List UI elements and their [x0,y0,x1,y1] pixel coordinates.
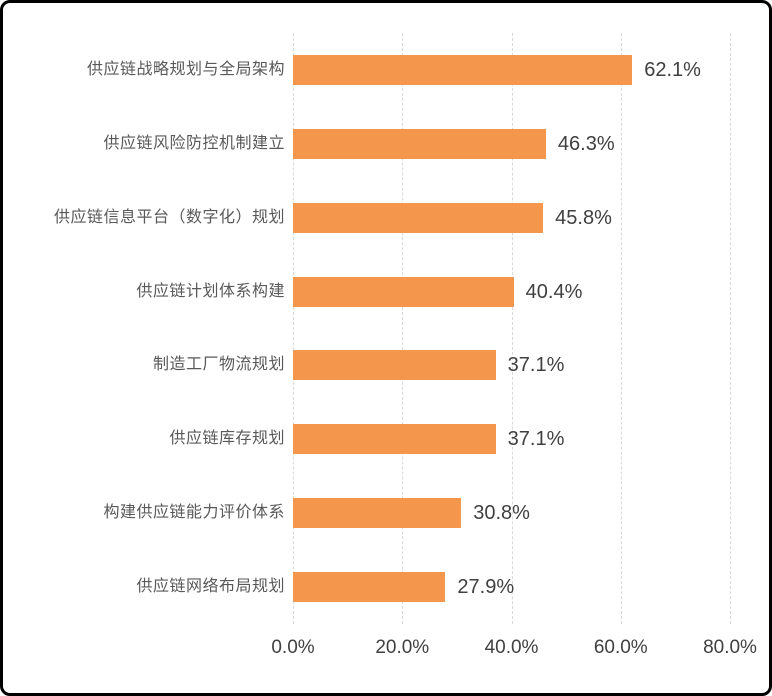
bar [293,498,462,529]
bar [293,128,546,159]
gridline-80.0% [730,33,731,624]
category-label: 供应链网络布局规划 [136,578,285,596]
bar [293,424,496,455]
x-tick-label: 40.0% [484,637,539,658]
category-label: 供应链库存规划 [169,430,285,448]
value-label: 37.1% [507,354,565,377]
gridline-60.0% [620,33,622,624]
bar [293,54,633,85]
bar-chart: 供应链战略规划与全局架构 62.1% 供应链风险防控机制建立 46.3% 供应链信息平台… [3,3,769,693]
value-label: 27.9% [457,576,515,599]
value-label: 45.8% [555,206,612,229]
category-label: 制造工厂物流规划 [152,356,285,374]
bar [293,276,514,307]
x-tick-label: 60.0% [593,637,648,658]
x-tick-label: 80.0% [703,637,757,658]
x-tick-label: 0.0% [271,637,315,658]
value-label: 46.3% [557,132,615,155]
gridline-0.0% [293,33,294,624]
value-label: 40.4% [525,280,583,303]
category-label: 供应链风险防控机制建立 [103,134,285,152]
category-label: 构建供应链能力评价体系 [103,504,285,522]
x-tick-label: 20.0% [375,637,430,658]
value-label: 37.1% [507,428,565,451]
bar [293,202,544,233]
gridline-40.0% [511,33,513,624]
category-label: 供应链信息平台（数字化）规划 [53,208,285,226]
category-label: 供应链战略规划与全局架构 [86,60,285,78]
x-axis: 0.0% 20.0% 40.0% 60.0% 80.0% [3,637,769,667]
value-label: 62.1% [644,58,701,81]
gridline-20.0% [402,33,404,624]
category-label: 供应链计划体系构建 [136,282,285,300]
bar [293,572,446,603]
value-label: 30.8% [473,502,530,525]
bar [293,350,496,381]
